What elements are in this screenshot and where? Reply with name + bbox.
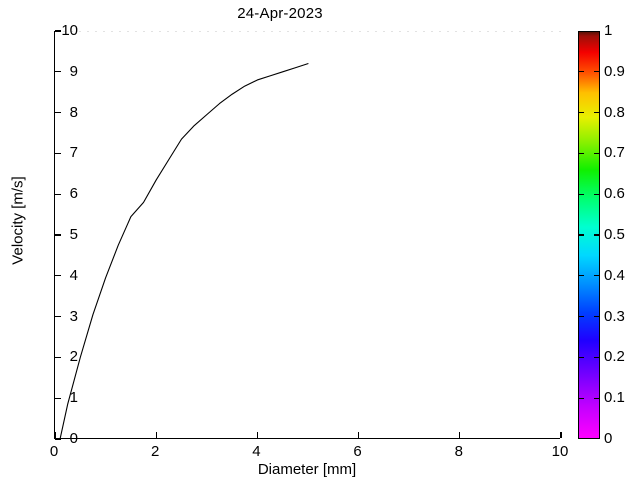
- x-tick-mark: [155, 432, 157, 438]
- y-tick-label: 6: [69, 185, 78, 203]
- colorbar-tick-label: 0.4: [604, 266, 625, 284]
- x-tick-label: 0: [49, 443, 59, 460]
- x-tick-mark: [459, 432, 461, 438]
- y-tick-mark: [55, 193, 61, 195]
- x-tick-label: 6: [353, 443, 362, 460]
- y-tick-mark: [55, 152, 61, 155]
- y-tick-label: 3: [69, 307, 78, 325]
- x-tick-mark: [256, 432, 259, 438]
- colorbar-tick-label: 1: [604, 22, 613, 39]
- x-axis-label: Diameter [mm]: [257, 461, 357, 478]
- colorbar-tick-mark: [594, 356, 600, 359]
- y-tick-label: 10: [61, 22, 78, 39]
- chart-title: 24-Apr-2023: [237, 5, 323, 22]
- colorbar-tick-label: 0.2: [604, 348, 625, 366]
- x-tick-label: 8: [454, 443, 463, 460]
- x-tick-label: 10: [551, 443, 569, 460]
- colorbar-tick-mark: [578, 234, 584, 236]
- colorbar-tick-mark: [578, 152, 584, 155]
- plot-surface: [55, 31, 560, 440]
- y-tick-label: 5: [69, 226, 78, 243]
- y-tick-mark: [55, 438, 61, 440]
- colorbar-tick-mark: [578, 193, 584, 195]
- colorbar-tick-label: 0.9: [604, 62, 625, 80]
- y-tick-mark: [55, 30, 61, 32]
- colorbar-tick-mark: [594, 397, 600, 399]
- colorbar-tick-label: 0: [604, 430, 613, 447]
- colorbar-tick-mark: [578, 71, 584, 73]
- y-tick-mark: [55, 315, 61, 318]
- y-tick-mark: [55, 275, 61, 277]
- y-tick-label: 2: [69, 348, 78, 366]
- y-tick-mark: [55, 234, 61, 236]
- colorbar-tick-label: 0.6: [604, 185, 625, 203]
- colorbar-tick-label: 0.7: [604, 144, 625, 162]
- colorbar-tick-mark: [578, 356, 584, 359]
- colorbar-tick-mark: [594, 234, 600, 236]
- x-tick-mark: [560, 432, 562, 438]
- x-tick-label: 2: [151, 443, 160, 460]
- colorbar-tick-label: 0.5: [604, 226, 625, 243]
- y-tick-label: 8: [69, 103, 78, 121]
- colorbar-tick-label: 0.3: [604, 307, 625, 325]
- y-axis-label: Velocity [m/s]: [9, 176, 27, 265]
- data-line-series: [59, 63, 309, 440]
- colorbar-tick-mark: [578, 111, 584, 114]
- colorbar-tick-label: 0.8: [604, 103, 625, 121]
- colorbar-tick-mark: [578, 397, 584, 399]
- colorbar-tick-mark: [578, 315, 584, 318]
- y-tick-label: 7: [69, 144, 78, 162]
- x-tick-mark: [357, 432, 360, 438]
- colorbar-tick-mark: [594, 71, 600, 73]
- plot-axes: [54, 30, 562, 440]
- y-tick-mark: [55, 71, 61, 73]
- y-tick-label: 4: [69, 266, 78, 284]
- y-tick-mark: [55, 356, 61, 359]
- y-tick-label: 1: [69, 389, 78, 407]
- top-gridline: [55, 31, 561, 32]
- colorbar-tick-mark: [594, 193, 600, 195]
- colorbar-tick-mark: [594, 275, 600, 277]
- colorbar-tick-mark: [594, 111, 600, 114]
- colorbar-tick-label: 0.1: [604, 389, 625, 407]
- y-tick-mark: [55, 111, 61, 114]
- y-tick-label: 9: [69, 62, 78, 80]
- y-tick-mark: [55, 397, 61, 399]
- colorbar-tick-mark: [594, 152, 600, 155]
- x-tick-mark: [54, 432, 56, 438]
- colorbar-tick-mark: [578, 275, 584, 277]
- y-tick-label: 0: [69, 430, 78, 447]
- x-tick-label: 4: [252, 443, 261, 460]
- colorbar-tick-mark: [594, 315, 600, 318]
